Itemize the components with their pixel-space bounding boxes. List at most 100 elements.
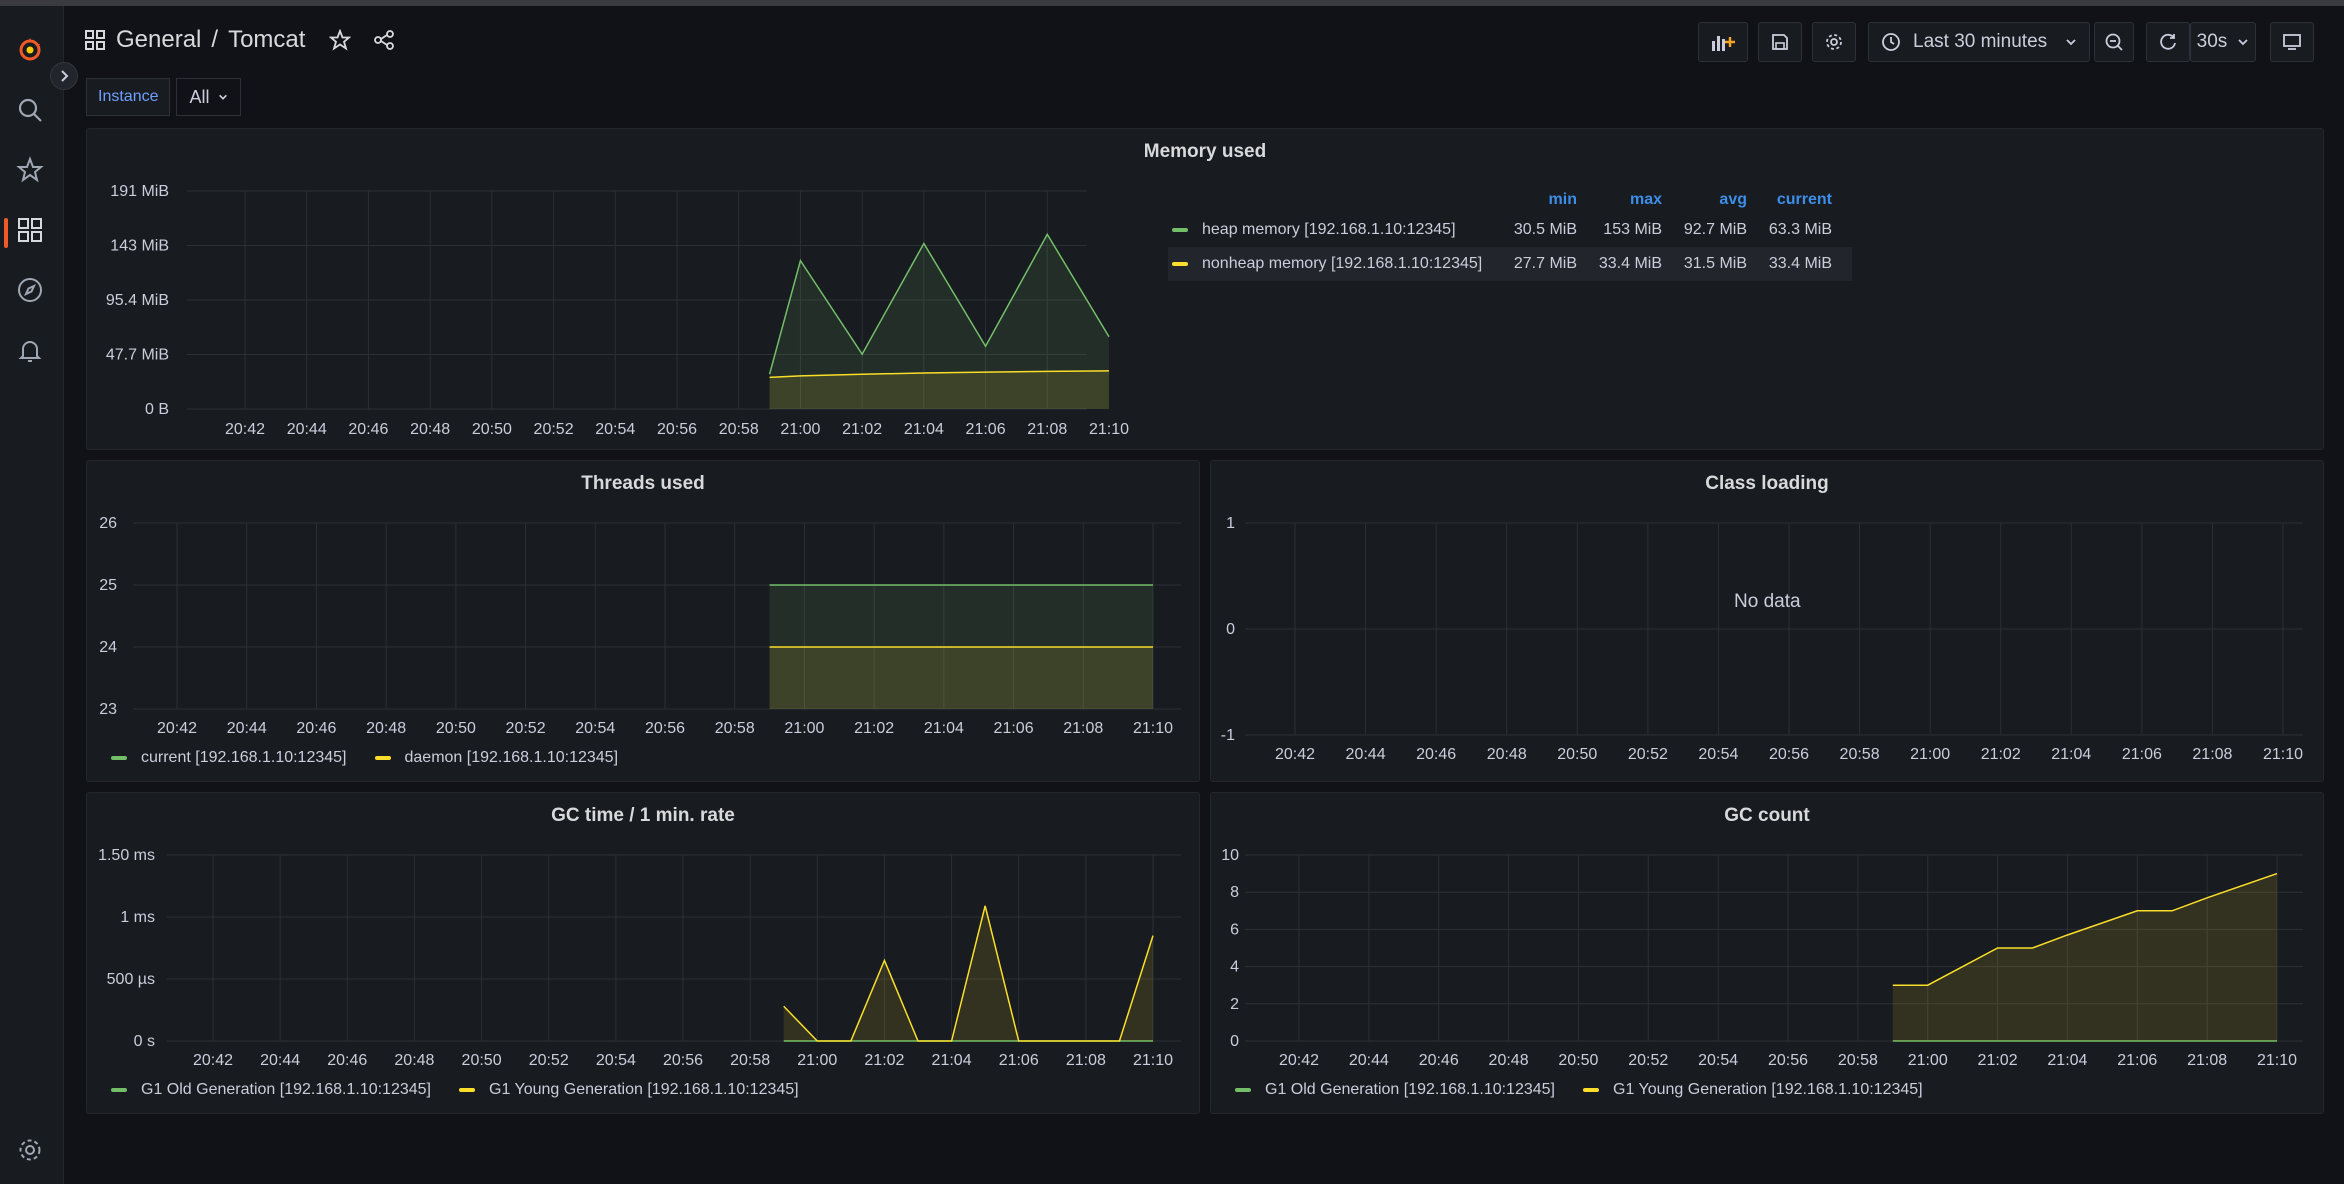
series-line: [1892, 872, 2278, 986]
y-tick-label: 1: [1226, 515, 1235, 532]
legend-item-g1-old[interactable]: G1 Old Generation [192.168.1.10:12345]: [1235, 1081, 1555, 1099]
settings-gear-icon: [1826, 34, 1842, 50]
legend-header-min[interactable]: min: [1548, 191, 1577, 208]
refresh-interval-picker[interactable]: 30s: [2190, 22, 2256, 62]
panel-title: Threads used: [581, 473, 705, 494]
memory-chart[interactable]: 0 B 47.7 MiB 95.4 MiB 143 MiB 191 MiB 20:42 20…: [87, 129, 1167, 451]
x-tick-label: 20:58: [719, 421, 759, 438]
x-tick-label: 20:58: [1838, 1052, 1878, 1069]
legend-row-nonheap[interactable]: nonheap memory [192.168.1.10:12345] 27.7…: [1168, 247, 1852, 281]
sidebar: [0, 6, 64, 1184]
active-nav-indicator: [4, 218, 8, 248]
template-variables: Instance All: [86, 78, 241, 116]
x-tick-label: 21:10: [1133, 1052, 1173, 1069]
instance-variable-label: Instance: [86, 78, 171, 116]
legend-label: G1 Young Generation [192.168.1.10:12345]: [1613, 1081, 1923, 1098]
panel-title: GC count: [1724, 805, 1810, 826]
tv-mode-button[interactable]: [2270, 22, 2314, 62]
legend-swatch: [111, 756, 127, 760]
series-area: [1892, 873, 2277, 1041]
series-area: [769, 370, 1109, 409]
x-tick-label: 21:00: [780, 421, 820, 438]
y-tick-label: 0 s: [134, 1033, 155, 1050]
y-tick-label: 1.50 ms: [98, 847, 155, 864]
zoom-out-button[interactable]: [2094, 22, 2134, 62]
refresh-button[interactable]: [2146, 22, 2190, 62]
y-tick-label: -1: [1221, 727, 1235, 744]
legend-item-current[interactable]: current [192.168.1.10:12345]: [111, 749, 347, 767]
threads-chart[interactable]: 23 24 25 26 20:42 20:44 20:46 20:48 20:50 20:52 20…: [87, 461, 1201, 783]
refresh-interval-label: 30s: [2196, 31, 2228, 52]
y-tick-label: 47.7 MiB: [106, 347, 169, 364]
legend-header-avg[interactable]: avg: [1719, 191, 1747, 208]
x-tick-label: 20:52: [1628, 746, 1668, 763]
alerting-bell-icon[interactable]: [14, 334, 46, 366]
y-tick-label: 0: [1230, 1033, 1239, 1050]
gc-time-chart[interactable]: 0 s 500 µs 1 ms 1.50 ms 20:42 20:44 20:46 20:48…: [87, 793, 1201, 1115]
x-tick-label: 21:00: [797, 1052, 837, 1069]
legend-row-heap[interactable]: heap memory [192.168.1.10:12345] 30.5 Mi…: [1168, 213, 1852, 247]
panel-threads-used[interactable]: Threads used 23 24 25 26 20:42 20:44 20:46 20:4…: [86, 460, 1200, 782]
legend-header-max[interactable]: max: [1629, 191, 1662, 208]
dashboard-title[interactable]: Tomcat: [228, 26, 306, 53]
instance-variable-value: All: [189, 86, 210, 107]
share-icon[interactable]: [373, 29, 395, 51]
x-tick-label: 20:52: [506, 720, 546, 737]
x-tick-label: 20:52: [529, 1052, 569, 1069]
legend-item-g1-young[interactable]: G1 Young Generation [192.168.1.10:12345]: [459, 1081, 799, 1099]
dashboard-settings-button[interactable]: [1812, 22, 1856, 62]
legend-item-daemon[interactable]: daemon [192.168.1.10:12345]: [374, 749, 619, 767]
x-tick-label: 20:48: [1489, 1052, 1529, 1069]
expand-sidebar-button[interactable]: [50, 62, 78, 90]
dashboards-icon[interactable]: [14, 214, 46, 246]
gc-count-chart[interactable]: 0 2 4 6 8 10 20:42 20:44 20:46 20:48 20:50 20:52 20:…: [1211, 793, 2325, 1115]
series-area: [769, 647, 1153, 709]
series-line: [768, 232, 1110, 375]
x-tick-label: 21:10: [2263, 746, 2303, 763]
configuration-gear-icon[interactable]: [14, 1134, 46, 1166]
x-tick-label: 21:10: [2257, 1052, 2297, 1069]
instance-variable-select[interactable]: All: [176, 78, 241, 116]
x-tick-label: 20:48: [394, 1052, 434, 1069]
legend-label: daemon [192.168.1.10:12345]: [404, 749, 619, 766]
y-tick-label: 6: [1230, 921, 1239, 938]
x-tick-label: 20:50: [472, 421, 512, 438]
panel-gc-count[interactable]: GC count 0 2 4 6 8 10 20:42 20:44 20:46 20:48 20:5…: [1210, 792, 2324, 1114]
y-tick-label: 25: [99, 577, 117, 594]
x-tick-label: 21:08: [1066, 1052, 1106, 1069]
save-dashboard-button[interactable]: [1758, 22, 1802, 62]
class-loading-chart[interactable]: -1 0 1 20:42 20:44 20:46 20:48 20:50 20:52 20:54 2…: [1211, 461, 2325, 783]
legend-swatch: [1235, 1088, 1251, 1092]
legend-value-max: 153 MiB: [1603, 221, 1662, 238]
starred-icon[interactable]: [14, 154, 46, 186]
panel-gc-time[interactable]: GC time / 1 min. rate 0 s 500 µs 1 ms 1.50 …: [86, 792, 1200, 1114]
breadcrumb: General / Tomcat: [84, 26, 395, 54]
legend-header-current[interactable]: current: [1776, 191, 1832, 208]
panel-class-loading[interactable]: Class loading -1 0 1 20:42 20:44 20:46 20:48 20…: [1210, 460, 2324, 782]
legend-item-g1-old[interactable]: G1 Old Generation [192.168.1.10:12345]: [111, 1081, 431, 1099]
x-tick-label: 21:02: [854, 720, 894, 737]
x-tick-label: 21:10: [1089, 421, 1129, 438]
x-tick-label: 21:00: [1908, 1052, 1948, 1069]
add-panel-button[interactable]: [1698, 22, 1748, 62]
grafana-logo-icon[interactable]: [14, 34, 46, 66]
x-tick-label: 20:50: [436, 720, 476, 737]
explore-compass-icon[interactable]: [14, 274, 46, 306]
chevron-down-icon: [2238, 39, 2248, 46]
breadcrumb-folder[interactable]: General: [116, 26, 202, 53]
panel-title: Memory used: [1143, 141, 1267, 162]
legend-item-g1-young[interactable]: G1 Young Generation [192.168.1.10:12345]: [1583, 1081, 1923, 1099]
star-icon[interactable]: [329, 29, 352, 51]
x-tick-label: 20:58: [730, 1052, 770, 1069]
legend-value-avg: 92.7 MiB: [1683, 221, 1747, 238]
legend-value-current: 33.4 MiB: [1768, 255, 1832, 272]
x-tick-label: 20:56: [663, 1052, 703, 1069]
x-tick-label: 20:54: [596, 1052, 636, 1069]
x-tick-label: 20:54: [1698, 1052, 1738, 1069]
x-tick-label: 20:44: [1349, 1052, 1389, 1069]
time-range-picker[interactable]: Last 30 minutes: [1868, 22, 2090, 62]
breadcrumb-separator: /: [211, 26, 219, 53]
search-icon[interactable]: [14, 94, 46, 126]
x-tick-label: 20:46: [327, 1052, 367, 1069]
panel-memory-used[interactable]: Memory used 0 B 47.7 MiB 95.4 MiB 143 MiB 19…: [86, 128, 2324, 450]
